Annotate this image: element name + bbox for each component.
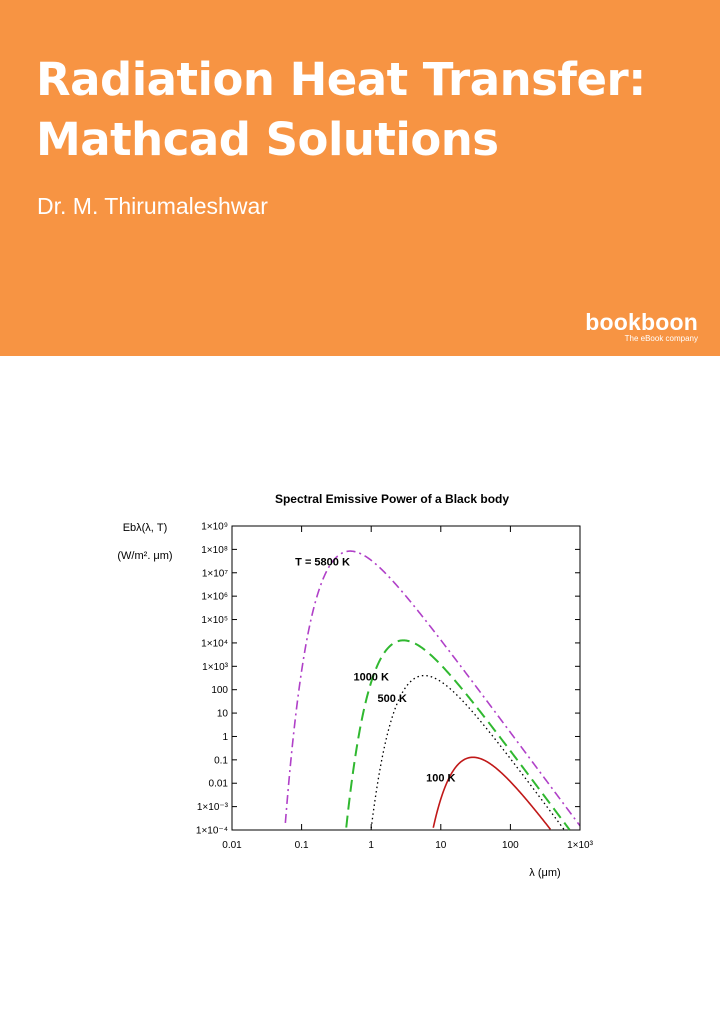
publisher-logo[interactable]: bookboon The eBook company [585,310,698,344]
y-axis-unit-label: (W/m². μm) [117,550,172,562]
x-tick-label: 10 [435,840,447,851]
y-tick-label: 1×10⁸ [201,545,228,556]
cover-chart: Spectral Emissive Power of a Black body … [0,470,720,890]
series-label: 500 K [377,693,406,705]
series-line [284,550,581,827]
y-tick-label: 1×10⁷ [202,568,229,579]
y-tick-label: 1×10⁻³ [197,802,229,813]
y-tick-label: 1 [222,732,228,743]
x-tick-label: 0.1 [295,840,309,851]
series-line [432,756,552,830]
x-tick-label: 100 [502,840,519,851]
book-title: Radiation Heat Transfer: Mathcad Solutio… [36,50,696,170]
book-author: Dr. M. Thirumaleshwar [37,193,268,219]
x-axis-label: λ (μm) [529,867,560,879]
y-tick-label: 10 [217,709,229,720]
series-label: T = 5800 K [295,557,350,569]
series-line [345,639,571,831]
series-label: 100 K [426,772,455,784]
y-tick-label: 100 [211,685,228,696]
y-axis-label: Ebλ(λ, T) [123,522,168,534]
book-title-line-1: Radiation Heat Transfer: [36,53,646,106]
y-tick-label: 1×10⁶ [201,592,228,603]
plot-frame [231,525,581,831]
y-tick-label: 1×10⁹ [201,522,228,533]
series-label: 1000 K [353,671,389,683]
spectral-emissive-power-chart: Spectral Emissive Power of a Black body … [117,492,594,879]
publisher-name: bookboon [585,309,698,335]
publisher-tagline: The eBook company [624,334,698,343]
y-tick-label: 0.1 [214,755,228,766]
y-tick-label: 1×10⁵ [201,615,228,626]
y-tick-label: 1×10⁻⁴ [196,826,228,837]
y-tick-label: 1×10³ [202,662,229,673]
cover-banner: Radiation Heat Transfer: Mathcad Solutio… [0,0,720,356]
x-tick-label: 1×10³ [567,840,594,851]
chart-title: Spectral Emissive Power of a Black body [275,492,509,506]
y-tick-label: 1×10⁴ [201,638,228,649]
x-tick-label: 0.01 [222,840,242,851]
x-tick-label: 1 [368,840,374,851]
y-tick-label: 0.01 [209,779,229,790]
book-title-line-2: Mathcad Solutions [36,113,499,166]
